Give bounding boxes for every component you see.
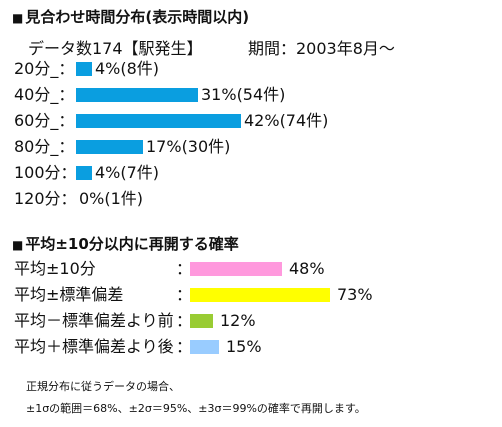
colon-separator: ： <box>176 311 193 330</box>
bar <box>190 340 219 354</box>
bar-row: 平均±10分 ： 48% <box>0 259 502 279</box>
bar-row: 100分： 4%(7件) <box>0 163 502 183</box>
value-label: 31%(54件) <box>201 85 286 104</box>
bar <box>76 114 241 128</box>
value-label: 12% <box>220 311 256 330</box>
data-count-label: データ数174【駅発生】 <box>28 39 203 58</box>
period-label: 期間：2003年8月～ <box>248 39 395 58</box>
value-label: 4%(7件) <box>95 163 160 182</box>
category-label: 120分： <box>14 189 77 208</box>
bar-row: 40分_： 31%(54件) <box>0 85 502 105</box>
bar <box>190 262 282 276</box>
section2-heading: ■ 平均±10分以内に再開する確率 <box>12 233 239 254</box>
category-label: 60分_： <box>14 111 75 130</box>
category-label: 平均±標準偏差 <box>14 285 124 304</box>
bar <box>76 166 92 180</box>
value-label: 4%(8件) <box>95 59 160 78</box>
category-label: 平均－標準偏差より前 <box>14 311 174 330</box>
colon-separator: ： <box>176 259 193 278</box>
bar-row: 20分_： 4%(8件) <box>0 59 502 79</box>
category-label: 100分： <box>14 163 77 182</box>
category-label: 平均＋標準偏差より後 <box>14 337 174 356</box>
value-label: 15% <box>226 337 262 356</box>
bar-row: 平均±標準偏差 ： 73% <box>0 285 502 305</box>
colon-separator: ： <box>176 285 193 304</box>
bar <box>190 288 330 302</box>
bar-row: 60分_： 42%(74件) <box>0 111 502 131</box>
value-label: 0%(1件) <box>79 189 144 208</box>
value-label: 42%(74件) <box>244 111 329 130</box>
category-label: 40分_： <box>14 85 75 104</box>
value-label: 73% <box>337 285 373 304</box>
value-label: 48% <box>289 259 325 278</box>
section1-heading: ■ 見合わせ時間分布(表示時間以内) <box>12 6 249 27</box>
bar-row: 80分_： 17%(30件) <box>0 137 502 157</box>
bar-row: 120分： 0%(1件) <box>0 189 502 209</box>
category-label: 平均±10分 <box>14 259 96 278</box>
colon-separator: ： <box>176 337 193 356</box>
category-label: 20分_： <box>14 59 75 78</box>
bar-row: 平均－標準偏差より前： 12% <box>0 311 502 331</box>
square-bullet-icon: ■ <box>12 238 24 252</box>
bar-row: 平均＋標準偏差より後： 15% <box>0 337 502 357</box>
square-bullet-icon: ■ <box>12 11 24 25</box>
bar <box>190 314 213 328</box>
bar <box>76 62 92 76</box>
section2-title: 平均±10分以内に再開する確率 <box>25 235 239 253</box>
section1-title: 見合わせ時間分布(表示時間以内) <box>25 8 250 26</box>
bar <box>76 140 143 154</box>
note-line-1: 正規分布に従うデータの場合、 <box>26 380 180 393</box>
category-label: 80分_： <box>14 137 75 156</box>
value-label: 17%(30件) <box>146 137 231 156</box>
note-line-2: ±1σの範囲＝68%、±2σ＝95%、±3σ＝99%の確率で再開します。 <box>26 402 366 415</box>
bar <box>76 88 198 102</box>
